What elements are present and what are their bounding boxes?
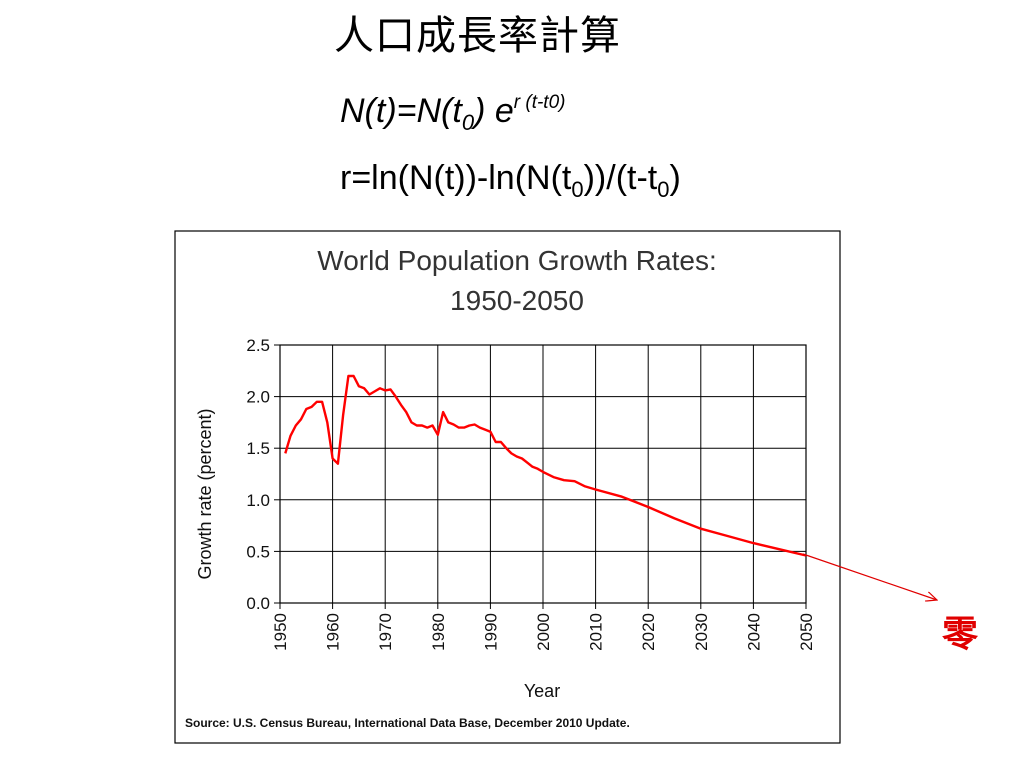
zero-annotation: 零: [942, 613, 979, 655]
chart-title: World Population Growth Rates:: [317, 245, 716, 276]
formula1-part-b: ) e: [474, 92, 514, 130]
source-note: Source: U.S. Census Bureau, Internationa…: [185, 716, 630, 730]
y-tick-label: 0.0: [246, 594, 270, 613]
growth-formula: N(t)=N(t0) er (t-t0): [340, 90, 566, 135]
x-tick-label: 1990: [481, 613, 500, 651]
growth-rate-line: [284, 374, 807, 557]
y-tick-label: 2.0: [246, 388, 270, 407]
formula2-part-b: ))/(t-t: [583, 159, 658, 197]
y-axis-label: Growth rate (percent): [195, 408, 215, 579]
x-tick-label: 1950: [271, 613, 290, 651]
formula2-part-c: ): [669, 159, 681, 197]
tick-labels: 0.0 0.5 1.0 1.5 2.0 2.5 1950 1960 1970 1980 1990 20…: [246, 336, 816, 651]
slide-title: 人口成長率計算: [334, 13, 621, 59]
grid: [274, 344, 807, 609]
x-tick-label: 2030: [692, 613, 711, 651]
formula1-exponent-r: r: [513, 92, 521, 113]
formula2-part-a: r=ln(N(t))-ln(N(t: [340, 159, 572, 197]
x-tick-label: 2020: [639, 613, 658, 651]
x-tick-label: 2050: [797, 613, 816, 651]
chart-subtitle: 1950-2050: [450, 285, 584, 316]
y-tick-label: 1.0: [246, 491, 270, 510]
formula1-exponent-rest: (t-t0): [520, 92, 566, 113]
formula1-exponent: r (t-t0): [514, 92, 566, 113]
rate-formula: r=ln(N(t))-ln(N(t0))/(t-t0): [340, 157, 681, 202]
formula1-part-a: N(t)=N(t: [340, 92, 462, 130]
y-tick-label: 1.5: [246, 439, 270, 458]
arrow-to-zero: [802, 553, 937, 600]
y-tick-label: 0.5: [246, 542, 270, 561]
x-tick-label: 2040: [744, 613, 763, 651]
y-tick-label: 2.5: [246, 336, 270, 355]
formula2-subscript-1: 0: [571, 177, 584, 202]
x-tick-label: 1980: [429, 613, 448, 651]
x-tick-label: 2010: [587, 613, 606, 651]
formula1-subscript: 0: [461, 110, 475, 135]
formula2-subscript-2: 0: [657, 177, 670, 202]
x-tick-label: 2000: [534, 613, 553, 651]
x-tick-label: 1970: [376, 613, 395, 651]
x-axis-label: Year: [524, 681, 560, 701]
x-tick-label: 1960: [324, 613, 343, 651]
